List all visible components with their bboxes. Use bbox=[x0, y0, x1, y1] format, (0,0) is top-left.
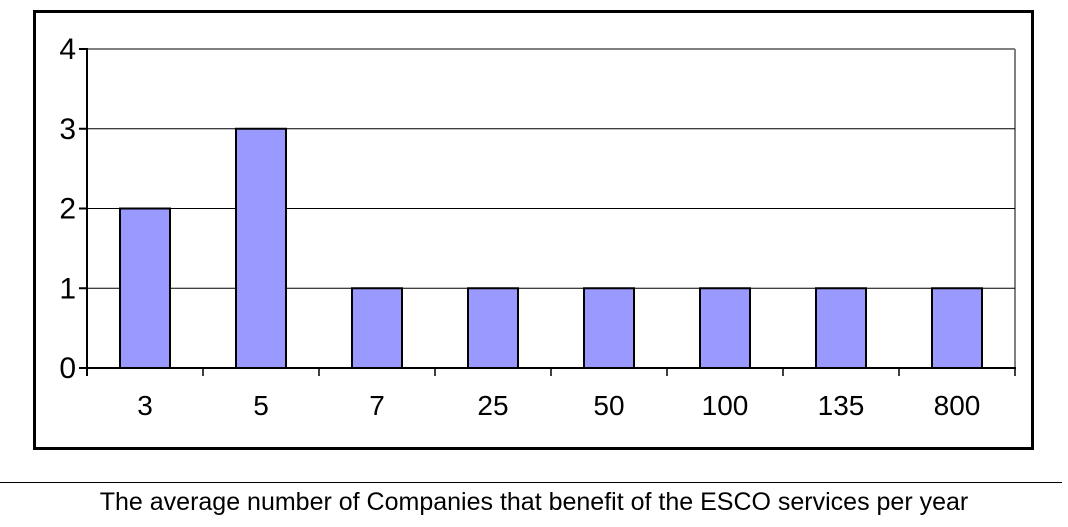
x-tick-label: 100 bbox=[702, 390, 749, 421]
bar bbox=[235, 127, 287, 369]
bar bbox=[583, 287, 635, 369]
x-tick-label: 3 bbox=[137, 390, 153, 421]
bar bbox=[699, 287, 751, 369]
x-tick-label: 7 bbox=[369, 390, 385, 421]
y-tick-label: 0 bbox=[59, 352, 76, 385]
x-tick-label: 25 bbox=[477, 390, 508, 421]
axes bbox=[86, 48, 1016, 376]
y-tick-label: 2 bbox=[59, 193, 76, 226]
bars bbox=[119, 127, 983, 369]
bar bbox=[815, 287, 867, 369]
y-tick-labels: 0 1 2 3 4 bbox=[59, 33, 76, 385]
chart-frame bbox=[33, 10, 1034, 450]
y-tick-label: 3 bbox=[59, 113, 76, 146]
gridlines bbox=[87, 128, 1015, 289]
x-tick-label: 50 bbox=[593, 390, 624, 421]
y-tick-marks bbox=[79, 48, 87, 369]
bar bbox=[931, 287, 983, 369]
x-tick-labels: 3 5 7 25 50 100 135 800 bbox=[137, 390, 980, 421]
x-tick-marks bbox=[86, 368, 1016, 376]
caption-divider bbox=[0, 482, 1062, 483]
y-tick-label: 1 bbox=[59, 272, 76, 305]
bar bbox=[119, 207, 171, 369]
bar bbox=[467, 287, 519, 369]
bar bbox=[351, 287, 403, 369]
x-tick-label: 135 bbox=[818, 390, 865, 421]
figure-caption: The average number of Companies that ben… bbox=[99, 488, 969, 516]
x-tick-label: 800 bbox=[934, 390, 981, 421]
x-tick-label: 5 bbox=[253, 390, 269, 421]
y-tick-label: 4 bbox=[59, 33, 76, 66]
